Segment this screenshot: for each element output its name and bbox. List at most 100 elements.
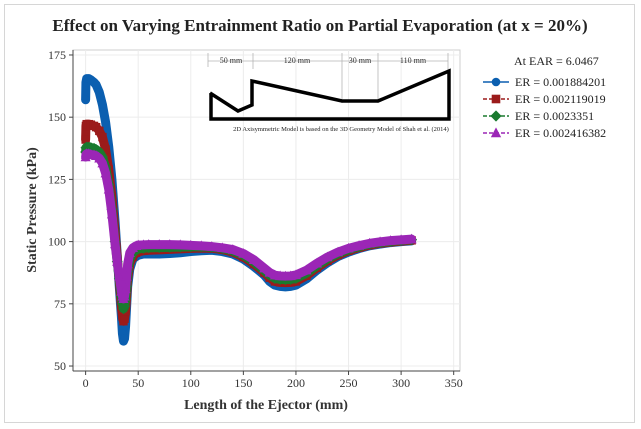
x-axis-label: Length of the Ejector (mm)	[184, 398, 348, 413]
data-point	[143, 239, 154, 249]
data-point	[154, 239, 165, 249]
data-point	[98, 100, 107, 109]
pressure-chart: Effect on Varying Entrainment Ratio on P…	[25, 16, 606, 413]
data-point	[248, 254, 259, 264]
data-point	[196, 240, 207, 251]
data-point	[185, 239, 196, 250]
data-point	[119, 290, 130, 301]
data-point	[103, 183, 114, 194]
legend-marker	[490, 110, 502, 122]
data-point	[124, 247, 135, 258]
data-point	[81, 135, 90, 144]
x-tick-label: 150	[234, 376, 252, 390]
data-point	[354, 240, 365, 250]
data-point	[311, 257, 323, 268]
x-tick-label: 250	[340, 376, 358, 390]
data-point	[406, 233, 417, 244]
y-axis-label: Static Pressure (kPa)	[25, 147, 40, 273]
y-axis: 50 75 100 125 150 175	[48, 48, 74, 373]
y-tick-label: 125	[48, 172, 66, 186]
legend-marker	[491, 77, 501, 87]
series-4	[80, 148, 417, 304]
y-tick-label: 75	[54, 297, 66, 311]
ejector-geometry-inset: 50 mm 120 mm 30 mm 110 mm 2D Axisymmetri…	[207, 53, 451, 133]
data-point	[101, 145, 110, 154]
dimension-guides	[207, 53, 449, 103]
data-point	[95, 88, 104, 97]
data-point	[121, 270, 132, 281]
dimension-label-110mm: 110 mm	[400, 56, 427, 65]
ejector-outline	[209, 68, 451, 121]
data-point	[110, 238, 121, 249]
data-point	[164, 239, 175, 249]
data-point	[100, 167, 111, 178]
data-point	[98, 132, 107, 142]
x-axis: 0 50 100 150 200 250 300 350	[73, 370, 463, 390]
x-tick-label: 300	[392, 376, 410, 390]
data-point	[375, 236, 386, 247]
data-point	[264, 267, 275, 277]
y-tick-label: 100	[48, 235, 66, 249]
legend-label: ER = 0.001884201	[515, 75, 606, 89]
data-point	[81, 95, 90, 104]
plot-background	[72, 49, 461, 372]
series-layer	[80, 74, 418, 346]
data-point	[259, 262, 270, 273]
legend-marker	[491, 94, 501, 104]
data-point	[332, 246, 344, 257]
dimension-label-120mm: 120 mm	[284, 56, 311, 65]
data-point	[122, 258, 133, 269]
y-tick-label: 150	[48, 110, 66, 124]
x-tick-label: 100	[182, 376, 200, 390]
data-point	[119, 300, 130, 312]
y-tick-label: 175	[48, 48, 66, 62]
data-point	[114, 270, 125, 281]
legend-header: At EAR = 6.0467	[514, 54, 599, 68]
x-tick-label: 200	[287, 376, 305, 390]
legend-label: ER = 0.002119019	[515, 92, 606, 106]
legend-items: ER = 0.001884201 ER = 0.002119019 ER = 0.0…	[483, 75, 606, 140]
dimension-label-50mm: 50 mm	[220, 56, 243, 65]
data-point	[90, 144, 102, 155]
legend-item-4: ER = 0.002416382	[483, 126, 606, 140]
data-point	[97, 157, 108, 168]
legend-marker	[490, 127, 502, 138]
data-point	[175, 239, 186, 250]
data-point	[93, 146, 105, 158]
x-tick-label: 0	[83, 376, 89, 390]
legend-item-3: ER = 0.0023351	[483, 109, 594, 123]
legend-label: ER = 0.002416382	[515, 126, 606, 140]
data-point	[120, 314, 129, 323]
data-point	[364, 237, 375, 248]
data-point	[120, 334, 129, 343]
inset-caption: 2D Axisymmetric Model is based on the 3D…	[233, 126, 449, 133]
data-point	[217, 242, 228, 253]
data-point	[106, 208, 117, 219]
data-point	[227, 244, 238, 254]
x-tick-label: 50	[132, 376, 144, 390]
data-point	[95, 126, 104, 136]
x-tick-label: 350	[445, 376, 463, 390]
data-point	[112, 256, 123, 266]
data-point	[396, 234, 407, 245]
plot-area	[72, 49, 461, 372]
data-point	[238, 248, 249, 258]
data-point	[343, 242, 354, 253]
data-point	[120, 283, 131, 294]
data-point	[206, 241, 217, 251]
x-gridlines	[85, 50, 455, 371]
legend-item-1: ER = 0.001884201	[483, 75, 606, 89]
chart-frame: Effect on Varying Entrainment Ratio on P…	[4, 4, 635, 423]
dimension-label-30mm: 30 mm	[349, 56, 372, 65]
data-point	[322, 251, 333, 262]
data-point	[101, 117, 110, 127]
data-point	[290, 269, 301, 280]
data-point	[301, 264, 312, 275]
data-point	[385, 235, 396, 245]
legend-item-2: ER = 0.002119019	[483, 92, 606, 106]
y-tick-label: 50	[54, 359, 66, 373]
data-point	[91, 80, 101, 90]
chart-title: Effect on Varying Entrainment Ratio on P…	[52, 16, 587, 35]
legend-label: ER = 0.0023351	[515, 109, 594, 123]
